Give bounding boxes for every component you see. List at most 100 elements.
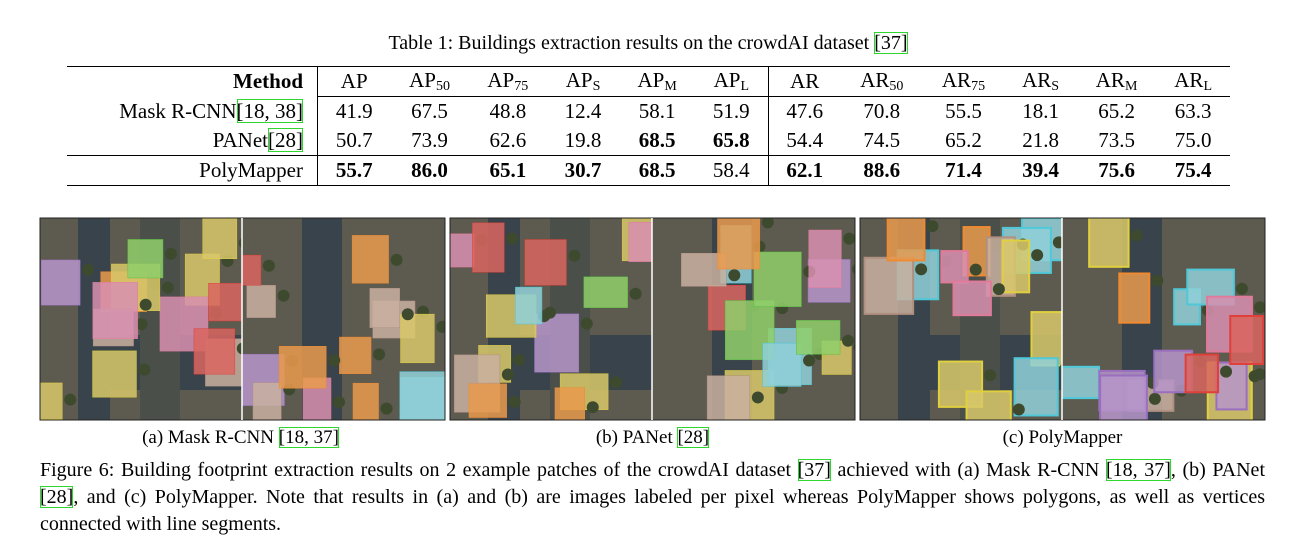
header-text: AR <box>1174 68 1204 92</box>
value-cell: 75.6 <box>1076 155 1157 186</box>
building <box>40 382 63 420</box>
results-table: Method AP AP50 AP75 APS APM APL AR AR50 AR75 ARS AR… <box>67 66 1230 186</box>
header-text: AP <box>409 68 436 92</box>
building <box>1088 218 1130 268</box>
caption-text: achieved with (a) Mask R-CNN <box>830 459 1106 481</box>
building <box>242 254 262 286</box>
building <box>468 383 507 418</box>
table-row: PolyMapper 55.7 86.0 65.1 30.7 68.5 58.4 62.1 88… <box>67 155 1230 186</box>
tree <box>390 253 403 266</box>
caption-text: Figure 6: Building footprint extraction … <box>40 459 798 481</box>
building <box>1062 365 1101 400</box>
header-cell: AR <box>768 66 841 97</box>
tree <box>512 353 525 366</box>
value-cell: 88.6 <box>840 155 923 186</box>
tree <box>64 393 77 406</box>
building <box>796 320 841 355</box>
header-cell: ARL <box>1156 66 1230 97</box>
value-cell: 63.3 <box>1174 99 1212 123</box>
building <box>554 387 586 420</box>
header-cell: APL <box>695 66 769 97</box>
citation[interactable]: [18, 37] <box>278 427 339 448</box>
tree <box>926 220 939 233</box>
tree <box>1012 403 1025 416</box>
header-cell: AP <box>317 66 391 97</box>
header-cell: AP50 <box>390 66 469 97</box>
building <box>886 218 926 262</box>
header-subscript: 50 <box>435 79 450 94</box>
tree <box>610 376 623 389</box>
value-cell: 75.4 <box>1156 155 1230 186</box>
building <box>246 285 276 318</box>
building <box>92 282 138 339</box>
header-cell: ARM <box>1076 66 1157 97</box>
value-cell: 41.9 <box>335 99 373 123</box>
tree <box>1052 236 1063 249</box>
building <box>40 259 81 306</box>
header-subscript: L <box>740 79 750 94</box>
aerial-image <box>652 218 855 420</box>
header-cell: APS <box>546 66 620 97</box>
tree <box>506 232 519 245</box>
building <box>808 229 842 288</box>
building <box>717 218 761 270</box>
tree <box>277 289 290 302</box>
method-name: Mask R-CNN <box>119 98 237 123</box>
tree <box>803 354 816 367</box>
tree <box>1265 329 1277 341</box>
subcaption: (c) PolyMapper <box>860 427 1265 449</box>
value-cell: 62.1 <box>768 155 841 186</box>
citation[interactable]: [28] <box>677 427 710 448</box>
tree <box>508 395 521 408</box>
building <box>450 233 475 268</box>
value-cell: 58.1 <box>638 99 676 123</box>
subcaption: (a) Mask R-CNN [18, 37] <box>38 427 443 449</box>
citation[interactable]: [37] <box>874 32 908 54</box>
header-row: Method AP AP50 AP75 APS APM APL AR AR50 AR75 ARS AR… <box>67 66 1230 97</box>
value-cell: 86.0 <box>390 155 469 186</box>
header-text: AR <box>1095 68 1125 92</box>
tree <box>843 232 855 245</box>
value-cell: 65.8 <box>695 126 769 156</box>
subcaption-label: (c) PolyMapper <box>1002 427 1123 448</box>
value-cell: 70.8 <box>863 99 901 123</box>
value-cell: 54.4 <box>786 128 824 152</box>
aerial-image <box>242 218 445 420</box>
citation[interactable]: [18, 38] <box>236 98 303 123</box>
tree <box>262 259 275 272</box>
tree <box>728 269 741 282</box>
citation[interactable]: [37] <box>797 459 831 481</box>
tree <box>401 308 414 321</box>
citation[interactable]: [28] <box>40 486 74 508</box>
table-row: PANet[28] 50.7 73.9 62.6 19.8 68.5 65.8 54.4 74.… <box>67 126 1230 156</box>
building <box>399 371 445 420</box>
building <box>583 276 628 308</box>
method-name: PANet <box>212 128 268 152</box>
building <box>706 375 751 420</box>
building <box>208 283 243 322</box>
tree <box>139 298 152 311</box>
tree <box>135 318 148 331</box>
header-cell: Method <box>67 66 318 97</box>
building <box>472 222 505 273</box>
building <box>202 218 238 260</box>
tree <box>1130 229 1143 242</box>
title-text: Table 1: Buildings extraction results on… <box>388 32 875 54</box>
table-title: Table 1: Buildings extraction results on… <box>0 32 1296 55</box>
header-subscript: 50 <box>889 79 904 94</box>
header-text: AP <box>713 68 741 92</box>
value-cell: 19.8 <box>564 128 602 152</box>
tree <box>629 287 642 300</box>
table-row: Mask R-CNN[18, 38] 41.9 67.5 48.8 12.4 58.1 51… <box>67 96 1230 126</box>
tree <box>373 348 386 361</box>
citation[interactable]: [18, 37] <box>1105 459 1171 481</box>
citation[interactable]: [28] <box>268 128 303 152</box>
subcaption-label: (a) Mask R-CNN <box>142 427 279 448</box>
method-cell: PANet[28] <box>67 126 318 156</box>
tree <box>915 263 928 276</box>
value-cell: 12.4 <box>564 99 602 123</box>
building <box>352 382 379 420</box>
header-subscript: L <box>1203 79 1213 94</box>
value-cell: 21.8 <box>1022 128 1059 152</box>
